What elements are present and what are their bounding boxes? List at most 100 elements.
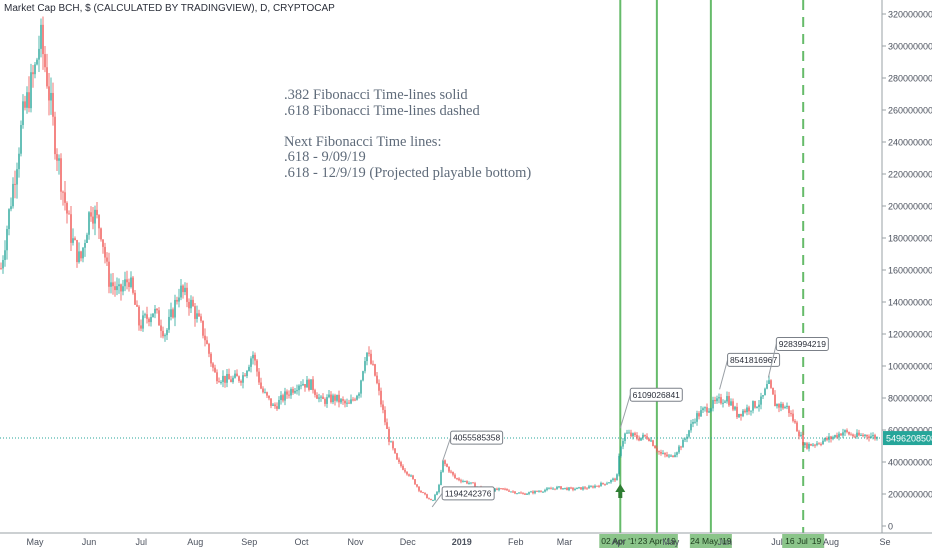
candle-body — [224, 375, 226, 383]
candle-body — [114, 286, 116, 291]
candle-body — [294, 390, 296, 393]
candle-body — [706, 407, 708, 413]
candle-body — [770, 380, 772, 388]
candle-body — [276, 406, 278, 409]
callout-label: 1194242376 — [445, 488, 492, 498]
candle-body — [278, 399, 280, 409]
candle-body — [396, 453, 398, 460]
callout-leader — [431, 493, 443, 508]
candle-body — [106, 257, 108, 262]
candle-body — [736, 406, 738, 418]
candle-body — [16, 169, 18, 185]
candle-body — [4, 250, 6, 261]
candle-body — [286, 391, 288, 395]
candle-body — [844, 430, 846, 433]
candle-body — [34, 64, 36, 75]
x-tick-label: Jul — [136, 537, 148, 547]
candle-body — [210, 353, 212, 364]
candle-body — [550, 488, 552, 490]
x-tick-label: May — [26, 537, 44, 547]
candle-body — [138, 306, 140, 326]
candle-body — [674, 454, 676, 458]
candle-body — [10, 206, 12, 210]
candle-body — [334, 395, 336, 401]
candle-body — [362, 371, 364, 381]
candle-body — [402, 465, 404, 470]
candle-body — [874, 435, 876, 439]
candle-body — [758, 404, 760, 407]
candle-body — [710, 408, 712, 412]
candle-body — [268, 395, 270, 399]
candle-body — [864, 434, 866, 436]
value-callouts: 4055585358 1194242376 6109026841 8541816967… — [431, 336, 829, 508]
candle-body — [330, 394, 332, 403]
candle-body — [600, 482, 602, 487]
candle-body — [248, 366, 250, 371]
candle-body — [434, 494, 436, 501]
candle-body — [180, 285, 182, 298]
candle-body — [82, 247, 84, 259]
candle-body — [410, 475, 412, 477]
candle-body — [798, 431, 800, 437]
candle-body — [548, 488, 550, 490]
candle-body — [440, 471, 442, 485]
candle-body — [254, 354, 256, 361]
candle-body — [536, 490, 538, 492]
callout-box — [775, 336, 829, 351]
candle-body — [620, 446, 622, 456]
time-line-label-bg — [635, 534, 678, 548]
y-tick-label: 0 — [888, 522, 893, 532]
y-tick-label: 8000000000 — [888, 394, 932, 404]
time-line-label-bg — [689, 534, 732, 548]
candle-body — [518, 492, 520, 494]
candle-body — [512, 491, 514, 493]
candle-body — [474, 483, 476, 488]
candle-body — [498, 488, 500, 490]
candle-body — [650, 440, 652, 442]
time-line-label: 24 May '19 — [690, 536, 732, 546]
candle-body — [110, 282, 112, 287]
candle-body — [240, 380, 242, 383]
callout-box — [629, 387, 683, 402]
candle-body — [322, 396, 324, 400]
annotation-line: .618 Fibonacci Time-lines dashed — [284, 102, 480, 119]
annotation-text: .382 Fibonacci Time-lines solid .618 Fibo… — [284, 87, 531, 181]
time-line-label: 23 Apr '19 — [638, 536, 676, 546]
candle-body — [384, 409, 386, 423]
x-tick-label: May — [662, 537, 680, 547]
candle-body — [862, 434, 864, 436]
candle-body — [144, 314, 146, 316]
candle-body — [162, 330, 164, 337]
y-tick-label: 6000000000 — [888, 426, 932, 436]
candle-body — [182, 285, 184, 293]
candle-body — [194, 306, 196, 319]
candle-body — [432, 500, 434, 502]
candle-body — [156, 308, 158, 311]
candle-body — [74, 238, 76, 241]
candle-body — [12, 183, 14, 207]
candle-body — [652, 440, 654, 446]
candle-body — [530, 491, 532, 493]
candle-body — [654, 445, 656, 449]
candle-body — [460, 480, 462, 482]
candle-body — [222, 375, 224, 382]
candle-body — [782, 403, 784, 409]
candle-body — [66, 202, 68, 214]
candle-body — [762, 395, 764, 397]
candle-body — [468, 483, 470, 485]
candle-body — [168, 316, 170, 330]
candle-body — [418, 486, 420, 491]
candle-body — [636, 435, 638, 439]
callout-leader — [767, 343, 777, 378]
candle-body — [662, 452, 664, 454]
candle-body — [846, 430, 848, 433]
candle-body — [514, 491, 516, 494]
candle-body — [542, 491, 544, 493]
y-tick-label: 28000000000 — [888, 74, 932, 84]
x-tick-label: Se — [880, 537, 891, 547]
candle-body — [324, 399, 326, 404]
callout-box — [727, 352, 781, 367]
candle-body — [668, 455, 670, 457]
candle-body — [848, 432, 850, 435]
candle-body — [86, 234, 88, 244]
